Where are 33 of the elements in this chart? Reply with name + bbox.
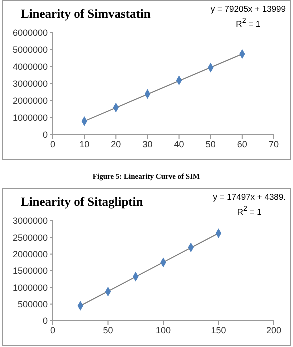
- x-tick-label: 10: [80, 139, 90, 150]
- text: R$^{2}$ = 1: [236, 17, 261, 29]
- x-tick-label: 20: [111, 139, 122, 150]
- x-tick-label: 150: [211, 325, 226, 336]
- y-tick-label: 2000000: [12, 250, 48, 260]
- chart-title: Linearity of Sitagliptin: [21, 195, 144, 210]
- y-tick-label: 4000000: [12, 62, 48, 72]
- y-tick-label: 5000000: [12, 45, 48, 56]
- chart-title: Linearity of Simvastatin: [21, 7, 151, 22]
- x-tick-label: 50: [206, 139, 216, 150]
- y-tick-label: 1000000: [12, 282, 48, 293]
- y-tick-label: 3000000: [12, 216, 48, 226]
- text: R$^{2}$ = 1: [237, 205, 262, 217]
- x-tick-label: 40: [174, 139, 184, 150]
- y-tick-label: 6000000: [12, 28, 48, 38]
- y-tick-label: 0: [42, 316, 48, 326]
- y-tick-label: 1000000: [12, 113, 48, 124]
- x-tick-label: 100: [156, 325, 172, 336]
- text: y = 17497x + 4389.: [213, 192, 286, 202]
- text: y = 79205x + 13999: [210, 4, 286, 14]
- x-tick-label: 50: [103, 325, 114, 336]
- x-tick-label: 0: [50, 139, 56, 150]
- y-tick-label: 0: [42, 130, 48, 140]
- y-tick-label: 2000000: [12, 96, 48, 106]
- x-tick-label: 60: [237, 139, 248, 150]
- x-tick-label: 200: [266, 325, 282, 336]
- y-tick-label: 3000000: [12, 79, 48, 90]
- y-tick-label: 1500000: [12, 266, 48, 276]
- y-tick-label: 2500000: [12, 232, 48, 243]
- x-tick-label: 70: [268, 139, 280, 150]
- x-tick-label: 30: [142, 139, 153, 150]
- x-tick-label: 0: [50, 325, 56, 336]
- y-tick-label: 500000: [18, 300, 48, 310]
